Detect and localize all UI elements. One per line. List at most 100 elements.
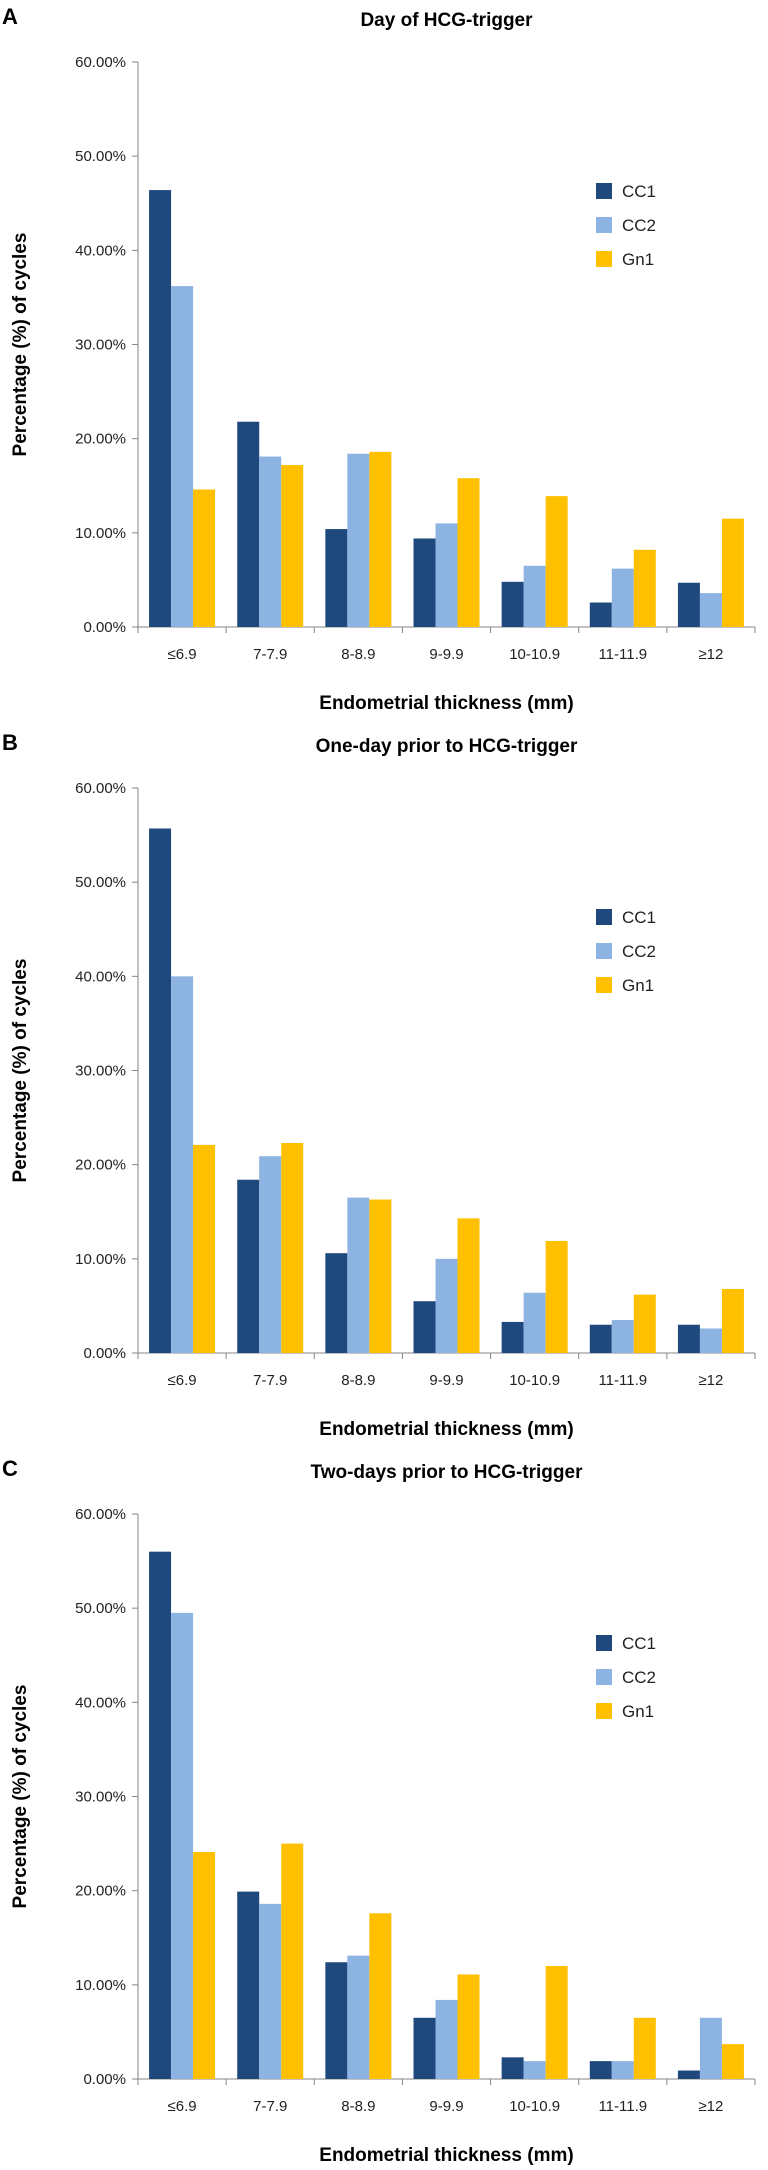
bar-cc2-5 bbox=[611, 568, 634, 627]
bar-gn1-0 bbox=[193, 1144, 216, 1353]
y-tick-label: 0.00% bbox=[83, 619, 126, 636]
y-tick-label: 0.00% bbox=[83, 2071, 126, 2088]
legend-label-gn1: Gn1 bbox=[622, 250, 654, 269]
bar-cc1-1 bbox=[237, 1179, 260, 1353]
chart-title: Day of HCG-trigger bbox=[360, 10, 533, 31]
panel-letter: C bbox=[2, 1456, 18, 1481]
x-tick-label: 9-9.9 bbox=[429, 646, 463, 663]
x-axis-title: Endometrial thickness (mm) bbox=[319, 2145, 573, 2166]
y-tick-label: 40.00% bbox=[75, 1694, 126, 1711]
x-tick-label: 9-9.9 bbox=[429, 2098, 463, 2115]
chart-title: One-day prior to HCG-trigger bbox=[316, 736, 578, 757]
y-tick-label: 60.00% bbox=[75, 54, 126, 71]
bar-cc1-6 bbox=[677, 582, 700, 627]
bar-cc2-2 bbox=[347, 1955, 370, 2079]
bar-cc1-4 bbox=[501, 2057, 524, 2079]
bar-cc1-0 bbox=[149, 1551, 172, 2079]
bar-gn1-2 bbox=[369, 1199, 392, 1353]
panel-letter: A bbox=[2, 4, 18, 29]
x-tick-label: 7-7.9 bbox=[253, 2098, 287, 2115]
y-tick-label: 60.00% bbox=[75, 1506, 126, 1523]
bar-cc2-3 bbox=[435, 1258, 458, 1353]
x-tick-label: ≤6.9 bbox=[168, 646, 197, 663]
bar-cc2-6 bbox=[699, 2017, 722, 2079]
x-tick-label: 10-10.9 bbox=[509, 2098, 560, 2115]
legend-label-cc2: CC2 bbox=[622, 1668, 656, 1687]
legend-swatch-cc1 bbox=[596, 183, 612, 199]
bar-cc2-3 bbox=[435, 523, 458, 627]
legend-label-gn1: Gn1 bbox=[622, 976, 654, 995]
bar-cc2-4 bbox=[523, 565, 546, 627]
legend-label-cc1: CC1 bbox=[622, 908, 656, 927]
y-tick-label: 10.00% bbox=[75, 525, 126, 542]
bar-cc2-5 bbox=[611, 1320, 634, 1353]
bar-cc1-0 bbox=[149, 190, 172, 628]
x-tick-label: 8-8.9 bbox=[341, 2098, 375, 2115]
x-tick-label: 10-10.9 bbox=[509, 1372, 560, 1389]
bar-gn1-3 bbox=[457, 478, 480, 627]
bar-cc2-4 bbox=[523, 1292, 546, 1353]
legend-swatch-gn1 bbox=[596, 251, 612, 267]
bar-cc2-1 bbox=[259, 1156, 282, 1353]
y-tick-label: 20.00% bbox=[75, 1883, 126, 1900]
y-tick-label: 50.00% bbox=[75, 148, 126, 165]
chart-title: Two-days prior to HCG-trigger bbox=[311, 1462, 584, 1483]
bar-cc1-1 bbox=[237, 1891, 260, 2079]
bar-cc2-4 bbox=[523, 2061, 546, 2079]
x-tick-label: 8-8.9 bbox=[341, 646, 375, 663]
bar-cc1-4 bbox=[501, 1321, 524, 1353]
bar-cc2-0 bbox=[171, 286, 194, 627]
chart-panel-a: A Day of HCG-trigger 0.00% 10.00% 20.00% 30.0… bbox=[2, 4, 756, 714]
x-tick-label: 7-7.9 bbox=[253, 646, 287, 663]
legend-swatch-cc1 bbox=[596, 1635, 612, 1651]
bar-gn1-0 bbox=[193, 1852, 216, 2079]
y-tick-label: 50.00% bbox=[75, 874, 126, 891]
bar-cc1-5 bbox=[589, 602, 612, 627]
bar-cc1-5 bbox=[589, 2061, 612, 2079]
x-tick-label: ≤6.9 bbox=[168, 1372, 197, 1389]
x-tick-label: 11-11.9 bbox=[598, 1372, 647, 1389]
bar-gn1-6 bbox=[721, 518, 744, 627]
bar-cc1-2 bbox=[325, 1962, 348, 2079]
legend-swatch-cc2 bbox=[596, 1669, 612, 1685]
bar-gn1-3 bbox=[457, 1218, 480, 1353]
bar-cc1-1 bbox=[237, 421, 260, 627]
y-axis-title: Percentage (%) of cycles bbox=[10, 1685, 31, 1909]
bar-cc1-6 bbox=[677, 2070, 700, 2079]
bar-cc2-1 bbox=[259, 1903, 282, 2079]
bar-cc1-0 bbox=[149, 828, 172, 1353]
bar-gn1-5 bbox=[633, 549, 656, 627]
y-tick-label: 40.00% bbox=[75, 242, 126, 259]
bar-cc2-3 bbox=[435, 1999, 458, 2079]
x-tick-label: ≥12 bbox=[698, 646, 723, 663]
y-tick-label: 20.00% bbox=[75, 431, 126, 448]
x-tick-label: 9-9.9 bbox=[429, 1372, 463, 1389]
legend-swatch-gn1 bbox=[596, 1703, 612, 1719]
y-tick-label: 30.00% bbox=[75, 1789, 126, 1806]
x-tick-label: 7-7.9 bbox=[253, 1372, 287, 1389]
bar-cc1-3 bbox=[413, 538, 436, 627]
x-tick-label: 8-8.9 bbox=[341, 1372, 375, 1389]
bar-cc1-3 bbox=[413, 2017, 436, 2079]
legend-label-gn1: Gn1 bbox=[622, 1702, 654, 1721]
y-tick-label: 30.00% bbox=[75, 337, 126, 354]
legend-label-cc1: CC1 bbox=[622, 1634, 656, 1653]
bar-gn1-5 bbox=[633, 2017, 656, 2079]
legend-swatch-cc2 bbox=[596, 217, 612, 233]
bar-cc1-4 bbox=[501, 581, 524, 627]
chart-panel-c: C Two-days prior to HCG-trigger 0.00% 10.00… bbox=[2, 1456, 756, 2166]
bar-cc1-2 bbox=[325, 1253, 348, 1353]
legend-label-cc2: CC2 bbox=[622, 216, 656, 235]
bar-cc1-3 bbox=[413, 1301, 436, 1353]
y-tick-label: 20.00% bbox=[75, 1157, 126, 1174]
bar-gn1-6 bbox=[721, 1288, 744, 1353]
bar-gn1-4 bbox=[545, 496, 568, 627]
bar-gn1-2 bbox=[369, 451, 392, 627]
bar-cc1-5 bbox=[589, 1324, 612, 1353]
bar-cc2-5 bbox=[611, 2061, 634, 2079]
bar-cc2-6 bbox=[699, 1328, 722, 1353]
bar-gn1-3 bbox=[457, 1974, 480, 2079]
bar-cc2-1 bbox=[259, 456, 282, 627]
x-tick-label: ≥12 bbox=[698, 1372, 723, 1389]
bar-cc2-0 bbox=[171, 976, 194, 1353]
